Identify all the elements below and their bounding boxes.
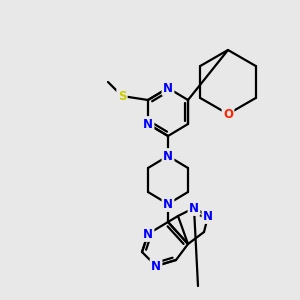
Text: O: O <box>223 107 233 121</box>
Text: N: N <box>189 202 199 214</box>
Text: N: N <box>203 209 213 223</box>
Text: N: N <box>143 227 153 241</box>
Text: N: N <box>143 118 153 130</box>
Text: N: N <box>163 197 173 211</box>
Text: N: N <box>163 82 173 94</box>
Text: N: N <box>163 149 173 163</box>
Text: N: N <box>151 260 161 272</box>
Text: S: S <box>118 89 126 103</box>
